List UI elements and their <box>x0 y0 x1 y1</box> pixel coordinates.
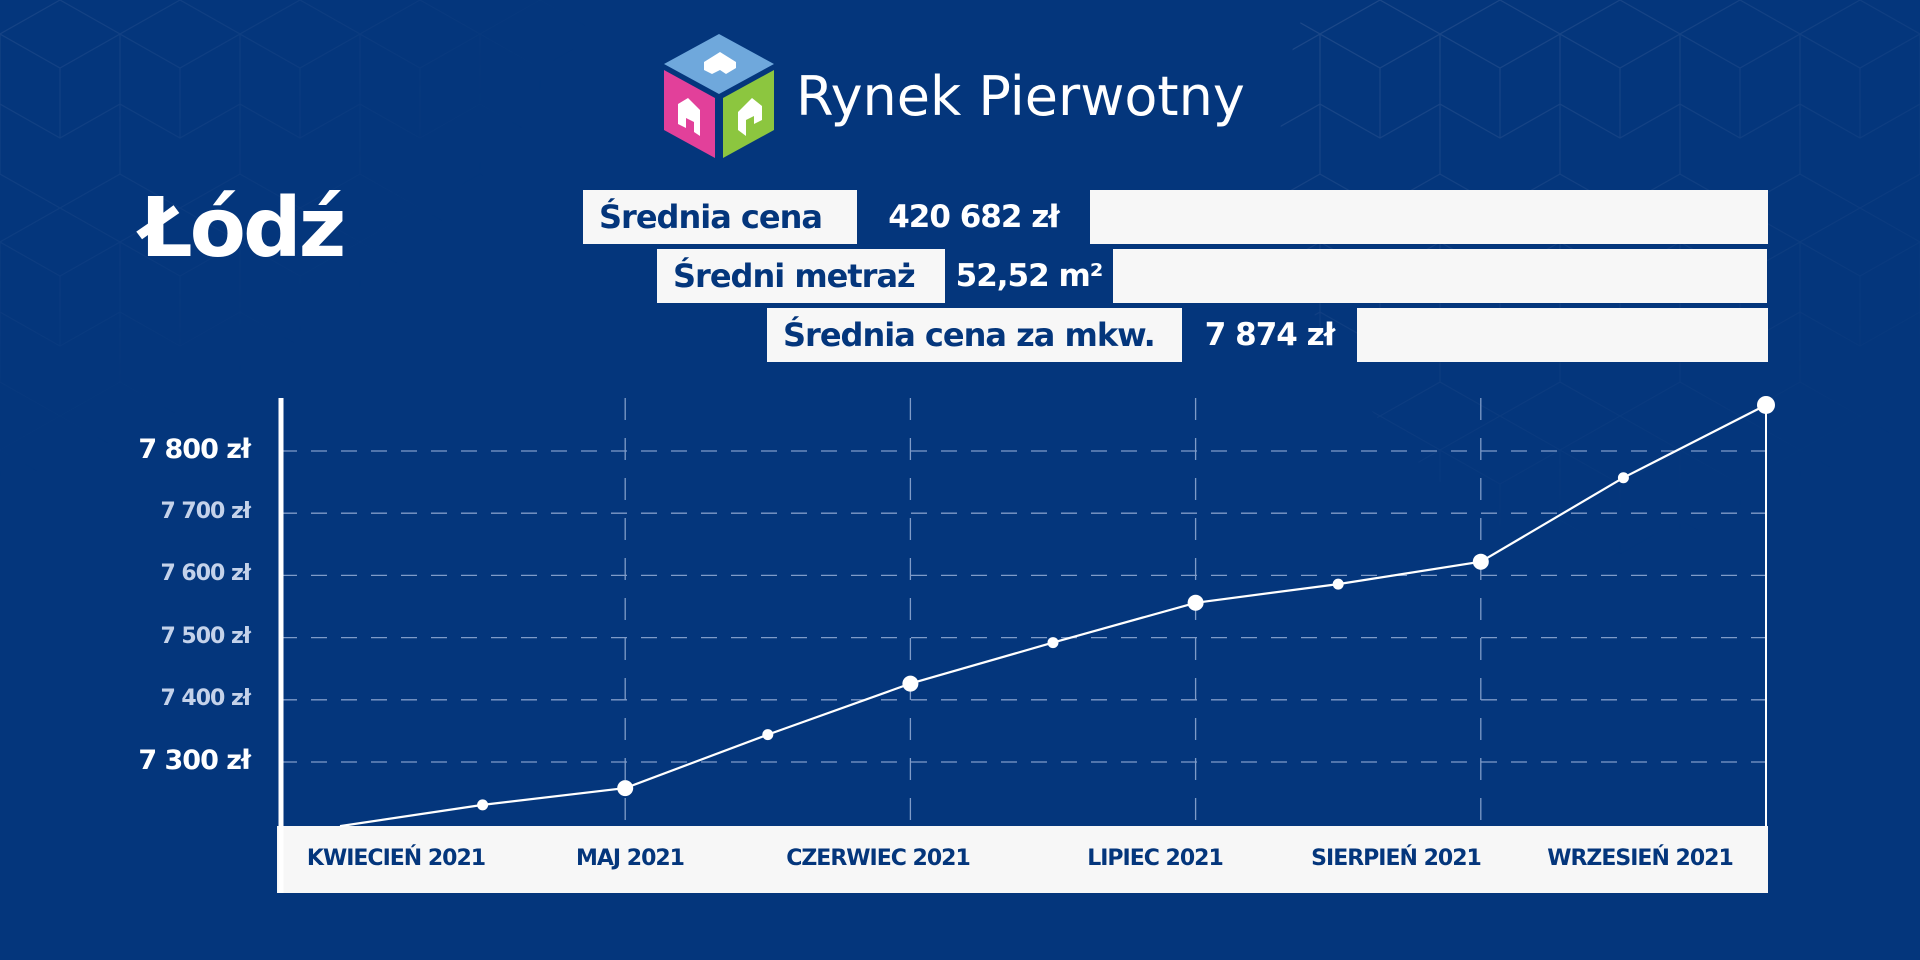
x-tick-label: KWIECIEŃ 2021 <box>306 846 486 871</box>
data-point-marker <box>1047 637 1059 649</box>
data-point-marker <box>1757 395 1775 414</box>
stat-value: 7 874 zł <box>1204 317 1335 353</box>
data-point-marker <box>902 675 919 692</box>
data-point-marker <box>1617 472 1629 484</box>
stat-value: 52,52 m² <box>955 258 1104 294</box>
y-tick-label: 7 500 zł <box>160 623 251 649</box>
stat-label: Średni metraż <box>657 249 945 303</box>
data-point-marker <box>1472 553 1489 570</box>
x-axis-band <box>277 826 1768 893</box>
y-tick-label: 7 300 zł <box>138 745 251 776</box>
stat-average-area: Średni metraż 52,52 m² <box>657 249 1767 303</box>
y-tick-label: 7 400 zł <box>160 685 251 711</box>
stat-bar <box>1357 308 1768 362</box>
x-tick-label: SIERPIEŃ 2021 <box>1311 846 1482 871</box>
stat-label: Średnia cena za mkw. <box>767 308 1182 362</box>
x-tick-label: CZERWIEC 2021 <box>786 846 971 871</box>
y-tick-label: 7 600 zł <box>160 561 251 587</box>
stat-bar <box>1090 190 1768 244</box>
house-cube-icon <box>664 34 774 158</box>
series-line <box>339 404 1767 828</box>
stat-label: Średnia cena <box>583 190 857 244</box>
data-point-marker <box>617 780 634 797</box>
stat-value: 420 682 zł <box>888 199 1060 235</box>
stat-average-price: Średnia cena 420 682 zł <box>583 190 1768 244</box>
x-tick-label: LIPIEC 2021 <box>1087 846 1224 871</box>
brand-name: Rynek Pierwotny <box>796 64 1245 128</box>
x-tick-label: MAJ 2021 <box>576 846 685 871</box>
brand-logo: Rynek Pierwotny <box>660 32 1245 160</box>
x-tick-label: WRZESIEŃ 2021 <box>1547 846 1734 871</box>
data-point-marker <box>477 799 489 811</box>
page-title: Łódź <box>140 181 346 276</box>
y-tick-label: 7 700 zł <box>160 499 251 525</box>
data-point-marker <box>1332 578 1344 590</box>
stat-bar <box>1113 249 1767 303</box>
data-point-marker <box>1187 594 1204 611</box>
stat-average-price-per-sqm: Średnia cena za mkw. 7 874 zł <box>767 308 1768 362</box>
y-tick-label: 7 800 zł <box>138 434 251 465</box>
data-point-marker <box>762 729 774 741</box>
